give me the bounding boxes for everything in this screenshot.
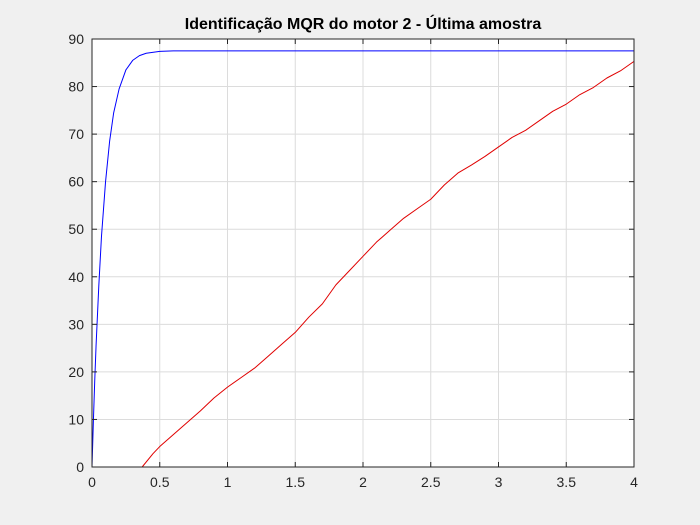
x-tick-label: 1 <box>224 474 232 490</box>
series-line-blue <box>91 50 634 468</box>
y-tick-label: 50 <box>68 221 84 237</box>
y-tick-label: 0 <box>76 459 84 475</box>
y-tick-label: 10 <box>68 411 84 427</box>
y-tick-label: 60 <box>68 174 84 190</box>
y-tick-label: 90 <box>68 31 84 47</box>
x-tick-label: 2 <box>359 474 367 490</box>
y-tick-label: 80 <box>68 79 84 95</box>
y-tick-label: 20 <box>68 364 84 380</box>
x-tick-label: 0.5 <box>150 474 170 490</box>
x-tick-label: 0 <box>88 474 96 490</box>
y-tick-label: 30 <box>68 316 84 332</box>
x-tick-label: 4 <box>630 474 638 490</box>
x-tick-label: 1.5 <box>286 474 306 490</box>
y-tick-label: 40 <box>68 269 84 285</box>
x-tick-label: 3 <box>495 474 503 490</box>
series-line-red <box>92 60 635 468</box>
grid-lines <box>92 39 634 467</box>
x-tick-label: 2.5 <box>421 474 441 490</box>
x-tick-label: 3.5 <box>557 474 577 490</box>
series-layer <box>91 50 635 468</box>
chart-title: Identificação MQR do motor 2 - Última am… <box>185 14 542 33</box>
y-tick-label: 70 <box>68 126 84 142</box>
